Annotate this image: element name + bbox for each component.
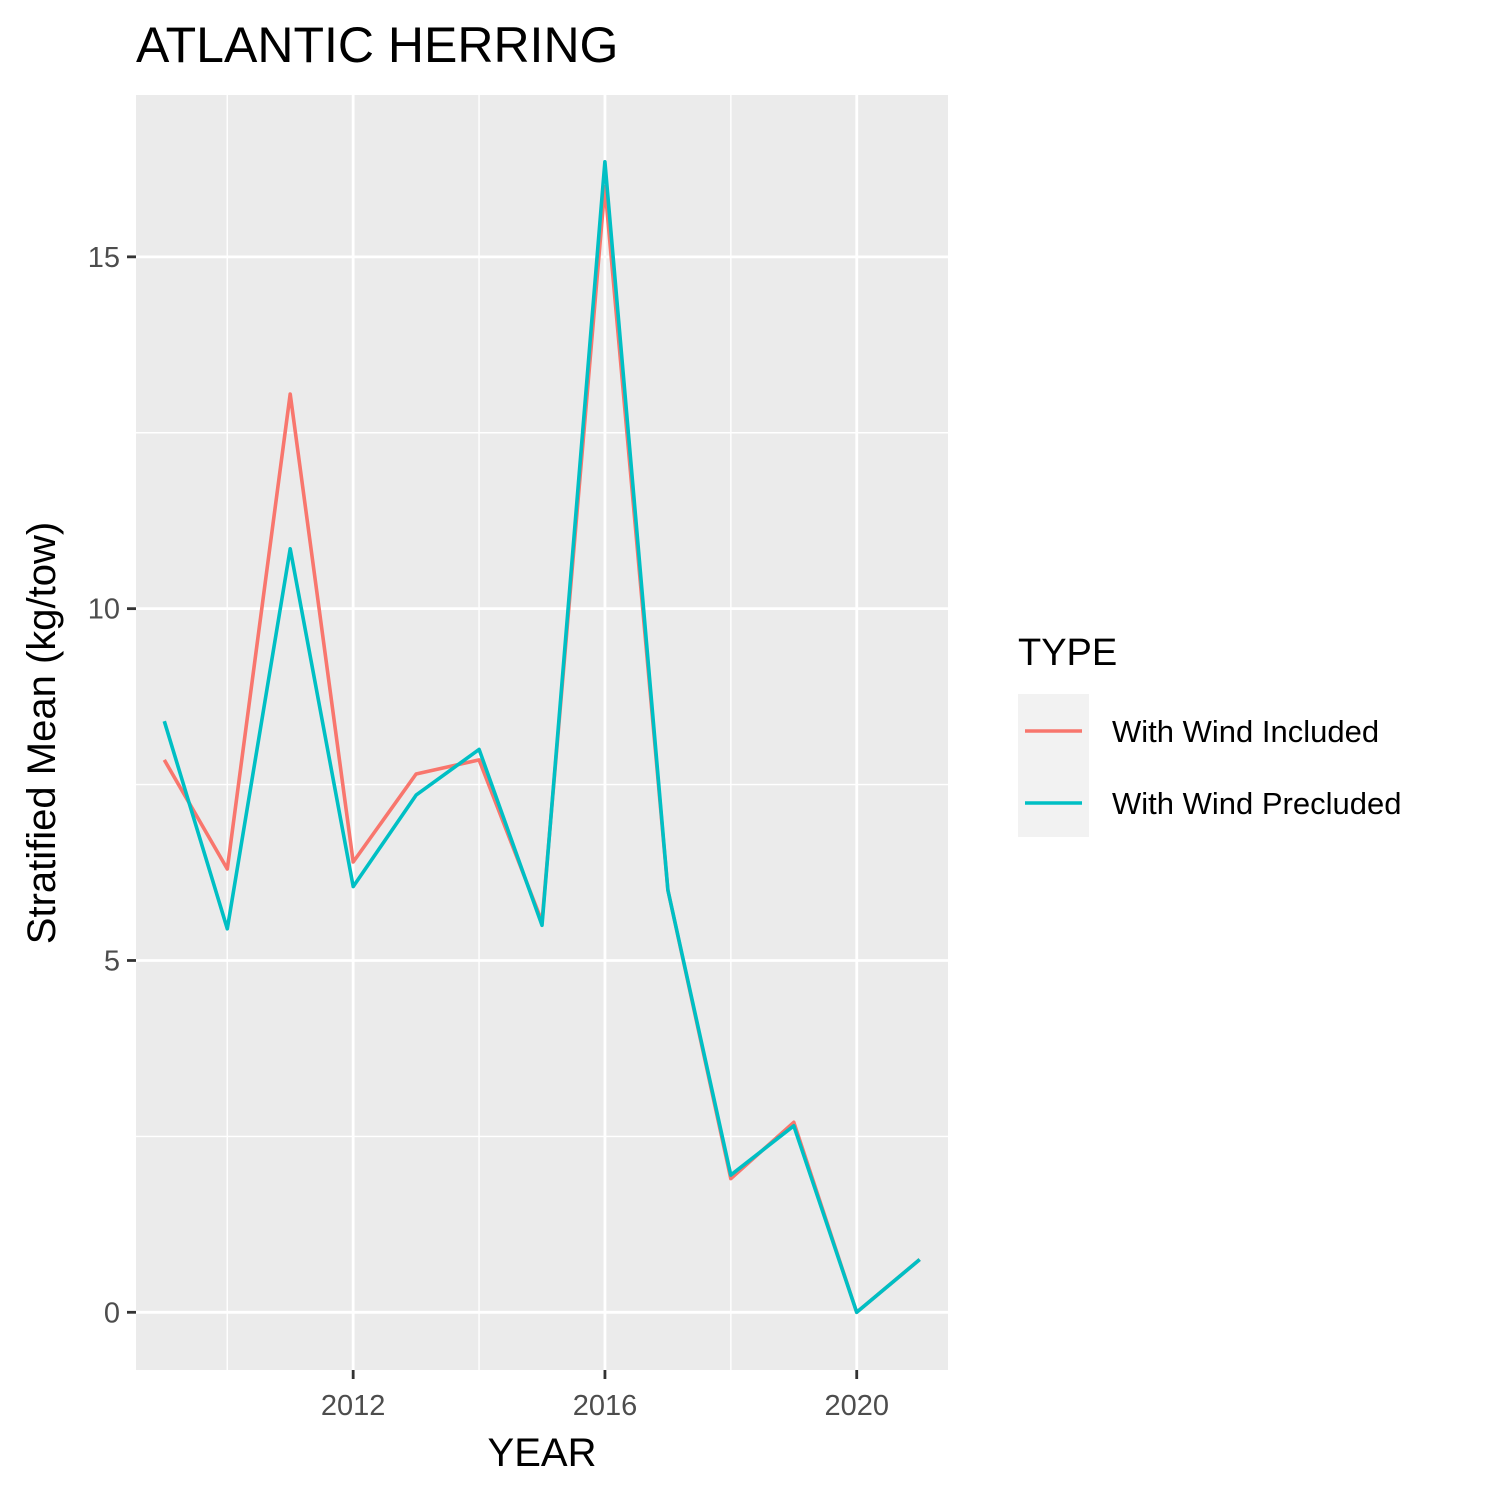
- x-axis: 2012 2016 2020: [321, 1370, 889, 1422]
- y-tick-label: 5: [104, 945, 120, 977]
- plot-panel: [136, 95, 948, 1370]
- y-tick-label: 0: [104, 1297, 120, 1329]
- chart-title: ATLANTIC HERRING: [136, 17, 618, 73]
- legend: TYPE With Wind Included With Wind Preclud…: [1018, 632, 1401, 837]
- series-lines: [162, 160, 921, 1315]
- legend-items: With Wind Included With Wind Precluded: [1025, 714, 1401, 821]
- y-tick-label: 15: [88, 242, 120, 274]
- legend-title: TYPE: [1018, 632, 1117, 674]
- x-tick-label: 2016: [573, 1390, 638, 1422]
- y-axis: 0 5 10 15: [88, 242, 136, 1329]
- legend-key-background: [1018, 694, 1089, 837]
- legend-label: With Wind Included: [1112, 714, 1379, 749]
- legend-label: With Wind Precluded: [1112, 786, 1401, 821]
- y-tick-label: 10: [88, 594, 120, 626]
- series-line-2: [162, 160, 921, 1315]
- x-axis-title: YEAR: [488, 1431, 597, 1475]
- x-tick-label: 2012: [321, 1390, 386, 1422]
- grid-minor: [136, 95, 948, 1370]
- x-tick-label: 2020: [824, 1390, 889, 1422]
- grid-major: [136, 95, 948, 1370]
- y-axis-title: Stratified Mean (kg/tow): [20, 522, 64, 944]
